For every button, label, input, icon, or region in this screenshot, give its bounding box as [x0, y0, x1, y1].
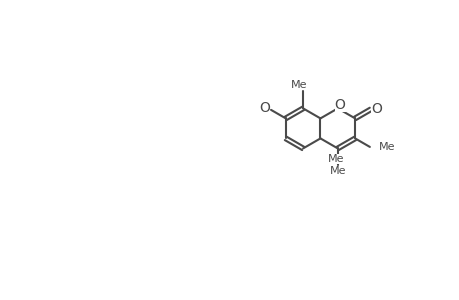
Text: O: O: [259, 100, 270, 115]
Text: Me: Me: [291, 80, 307, 90]
Text: Me: Me: [378, 142, 395, 152]
Text: Me: Me: [327, 154, 344, 164]
Text: O: O: [334, 98, 345, 112]
Text: O: O: [371, 102, 381, 116]
Text: Me: Me: [329, 166, 345, 176]
